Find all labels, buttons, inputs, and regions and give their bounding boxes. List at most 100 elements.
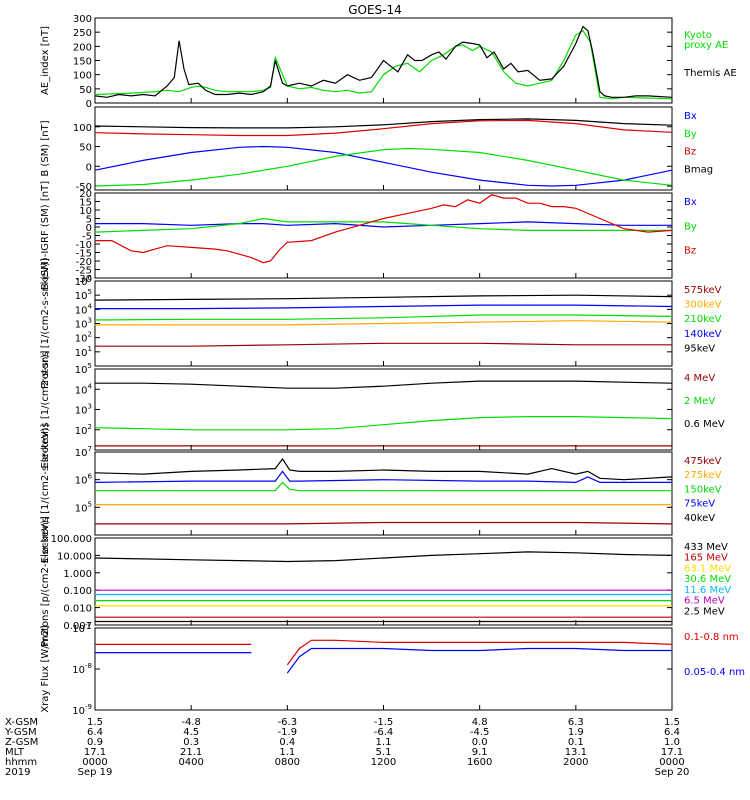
legend-entry: 75keV — [684, 499, 715, 510]
y-tick-label: 103 — [75, 403, 92, 417]
x-axis-row-label: 2019 — [5, 767, 30, 778]
y-tick-label: 100 — [73, 123, 92, 134]
series-line-95kev — [94, 294, 673, 301]
series-line-150kev — [95, 481, 672, 492]
chart-title: GOES-14 — [348, 3, 402, 17]
y-tick-label: 105 — [75, 288, 92, 302]
series-line-575kev — [95, 342, 672, 347]
x-axis-value: 17.1 — [84, 747, 106, 758]
legend-entry: 475keV — [684, 456, 722, 467]
series-line-bz — [94, 119, 673, 137]
y-tick-label: 50 — [79, 143, 92, 154]
y-axis-label: Protons [1/(cm2-s-sr-keV)] — [40, 258, 51, 389]
x-axis-value: -6.3 — [278, 717, 298, 728]
legend-entry: 95keV — [684, 343, 715, 354]
series-line-themis-ae — [94, 25, 673, 98]
legend-entry: proxy AE — [684, 40, 728, 51]
y-tick-label: -20 — [76, 257, 92, 268]
x-axis-value: 0.3 — [183, 737, 199, 748]
x-axis-value: Sep 19 — [78, 767, 113, 778]
legend-entry: 0.6 MeV — [684, 419, 725, 430]
panel-electrons_mev: 105 104 103 102 Electrons [1/(cm2-s-sr)] 4 Me… — [40, 350, 725, 468]
series-line-0-6-mev — [95, 380, 673, 389]
legend-entry: Bx — [684, 197, 697, 208]
legend-entry: 63.1 MeV — [684, 563, 731, 574]
legend-entry: 40keV — [684, 513, 715, 524]
y-tick-label: 300 — [73, 14, 92, 25]
legend-entry: Bz — [684, 147, 696, 158]
legend-entry: 165 MeV — [684, 553, 728, 564]
y-tick-label: 20 — [79, 189, 92, 200]
x-axis-value: 0400 — [178, 757, 203, 768]
panel-bsm: 100 50 0 -50 B (SM) [nT] Bx By Bz Bmag — [40, 106, 713, 193]
x-axis-value: -1.9 — [278, 727, 298, 738]
x-axis-value: 4.8 — [472, 717, 488, 728]
y-tick-label: -25 — [76, 266, 92, 277]
series-line-300kev — [95, 320, 673, 326]
y-tick-label: 250 — [73, 28, 92, 39]
x-axis-row-label: Y-GSM — [4, 727, 37, 738]
x-axis-value: 13.1 — [565, 747, 587, 758]
x-axis-value: 1.9 — [568, 727, 584, 738]
y-tick-label: 0.001 — [63, 621, 92, 632]
y-tick-label: 150 — [73, 57, 92, 68]
series-line-475kev — [95, 521, 673, 525]
x-axis-value: 0800 — [275, 757, 300, 768]
x-axis-value: Sep 20 — [655, 767, 690, 778]
x-axis-value: 4.5 — [183, 727, 199, 738]
x-axis-value: -4.5 — [470, 727, 490, 738]
x-axis-value: 2000 — [563, 757, 588, 768]
legend-entry: By — [684, 129, 697, 140]
x-axis-value: 0000 — [659, 757, 684, 768]
series-line-433-mev — [94, 551, 673, 563]
y-tick-label: 103 — [75, 317, 92, 331]
y-axis-label: B (SM)-IGRF (SM) [nT] — [40, 181, 51, 290]
x-axis-row-label: MLT — [5, 747, 25, 758]
y-tick-label: 0.010 — [63, 604, 92, 615]
legend-entry: 2.5 MeV — [684, 606, 725, 617]
panel-frame — [94, 627, 673, 711]
x-axis-value: 1.5 — [664, 717, 680, 728]
panel-frame — [94, 106, 673, 191]
panel-frame — [94, 192, 673, 279]
y-tick-label: 105 — [75, 500, 92, 514]
series-line-bz — [95, 194, 673, 264]
legend-entry: 0.1-0.8 nm — [684, 632, 739, 643]
x-axis-value: -6.4 — [374, 727, 394, 738]
legend-entry: 150keV — [684, 484, 722, 495]
x-axis-value: -4.8 — [181, 717, 201, 728]
x-axis-value: 6.4 — [87, 727, 103, 738]
x-axis-value: 6.4 — [664, 727, 680, 738]
y-tick-label: 100 — [73, 71, 92, 82]
y-tick-label: 1.000 — [63, 569, 92, 580]
y-tick-label: -30 — [76, 274, 92, 285]
y-tick-label: 10-9 — [72, 703, 92, 717]
y-tick-label: 102 — [75, 423, 92, 437]
series-line-40kev — [94, 457, 673, 481]
x-axis-value: 0.0 — [472, 737, 488, 748]
x-axis-value: 0.1 — [568, 737, 584, 748]
y-tick-label: 100.000 — [51, 534, 92, 545]
legend-entry: 6.5 MeV — [684, 596, 725, 607]
x-axis-value: 1.5 — [87, 717, 103, 728]
legend-entry: Bx — [684, 111, 697, 122]
series-line-210kev — [94, 314, 673, 321]
y-tick-label: -10 — [76, 240, 92, 251]
legend-entry: Themis AE — [683, 68, 737, 79]
y-tick-label: -5 — [82, 232, 92, 243]
x-axis-value: 9.1 — [472, 747, 488, 758]
y-tick-label: 104 — [75, 382, 93, 396]
y-tick-label: 102 — [75, 331, 92, 345]
legend-entry: 30.6 MeV — [684, 574, 731, 585]
panel-frame — [94, 537, 673, 626]
x-axis-value: 1600 — [467, 757, 492, 768]
y-tick-label: 0 — [86, 162, 92, 173]
panel-electrons_kev: 107 106 105 Electrons [1/(cm2-s-sr-keV)] 475… — [40, 424, 722, 564]
legend-entry: Kyoto — [684, 30, 712, 41]
legend-entry: 210keV — [684, 314, 722, 325]
y-tick-label: 10 — [79, 206, 92, 217]
y-tick-label: 106 — [75, 473, 93, 487]
y-axis-label: B (SM) [nT] — [40, 120, 51, 176]
